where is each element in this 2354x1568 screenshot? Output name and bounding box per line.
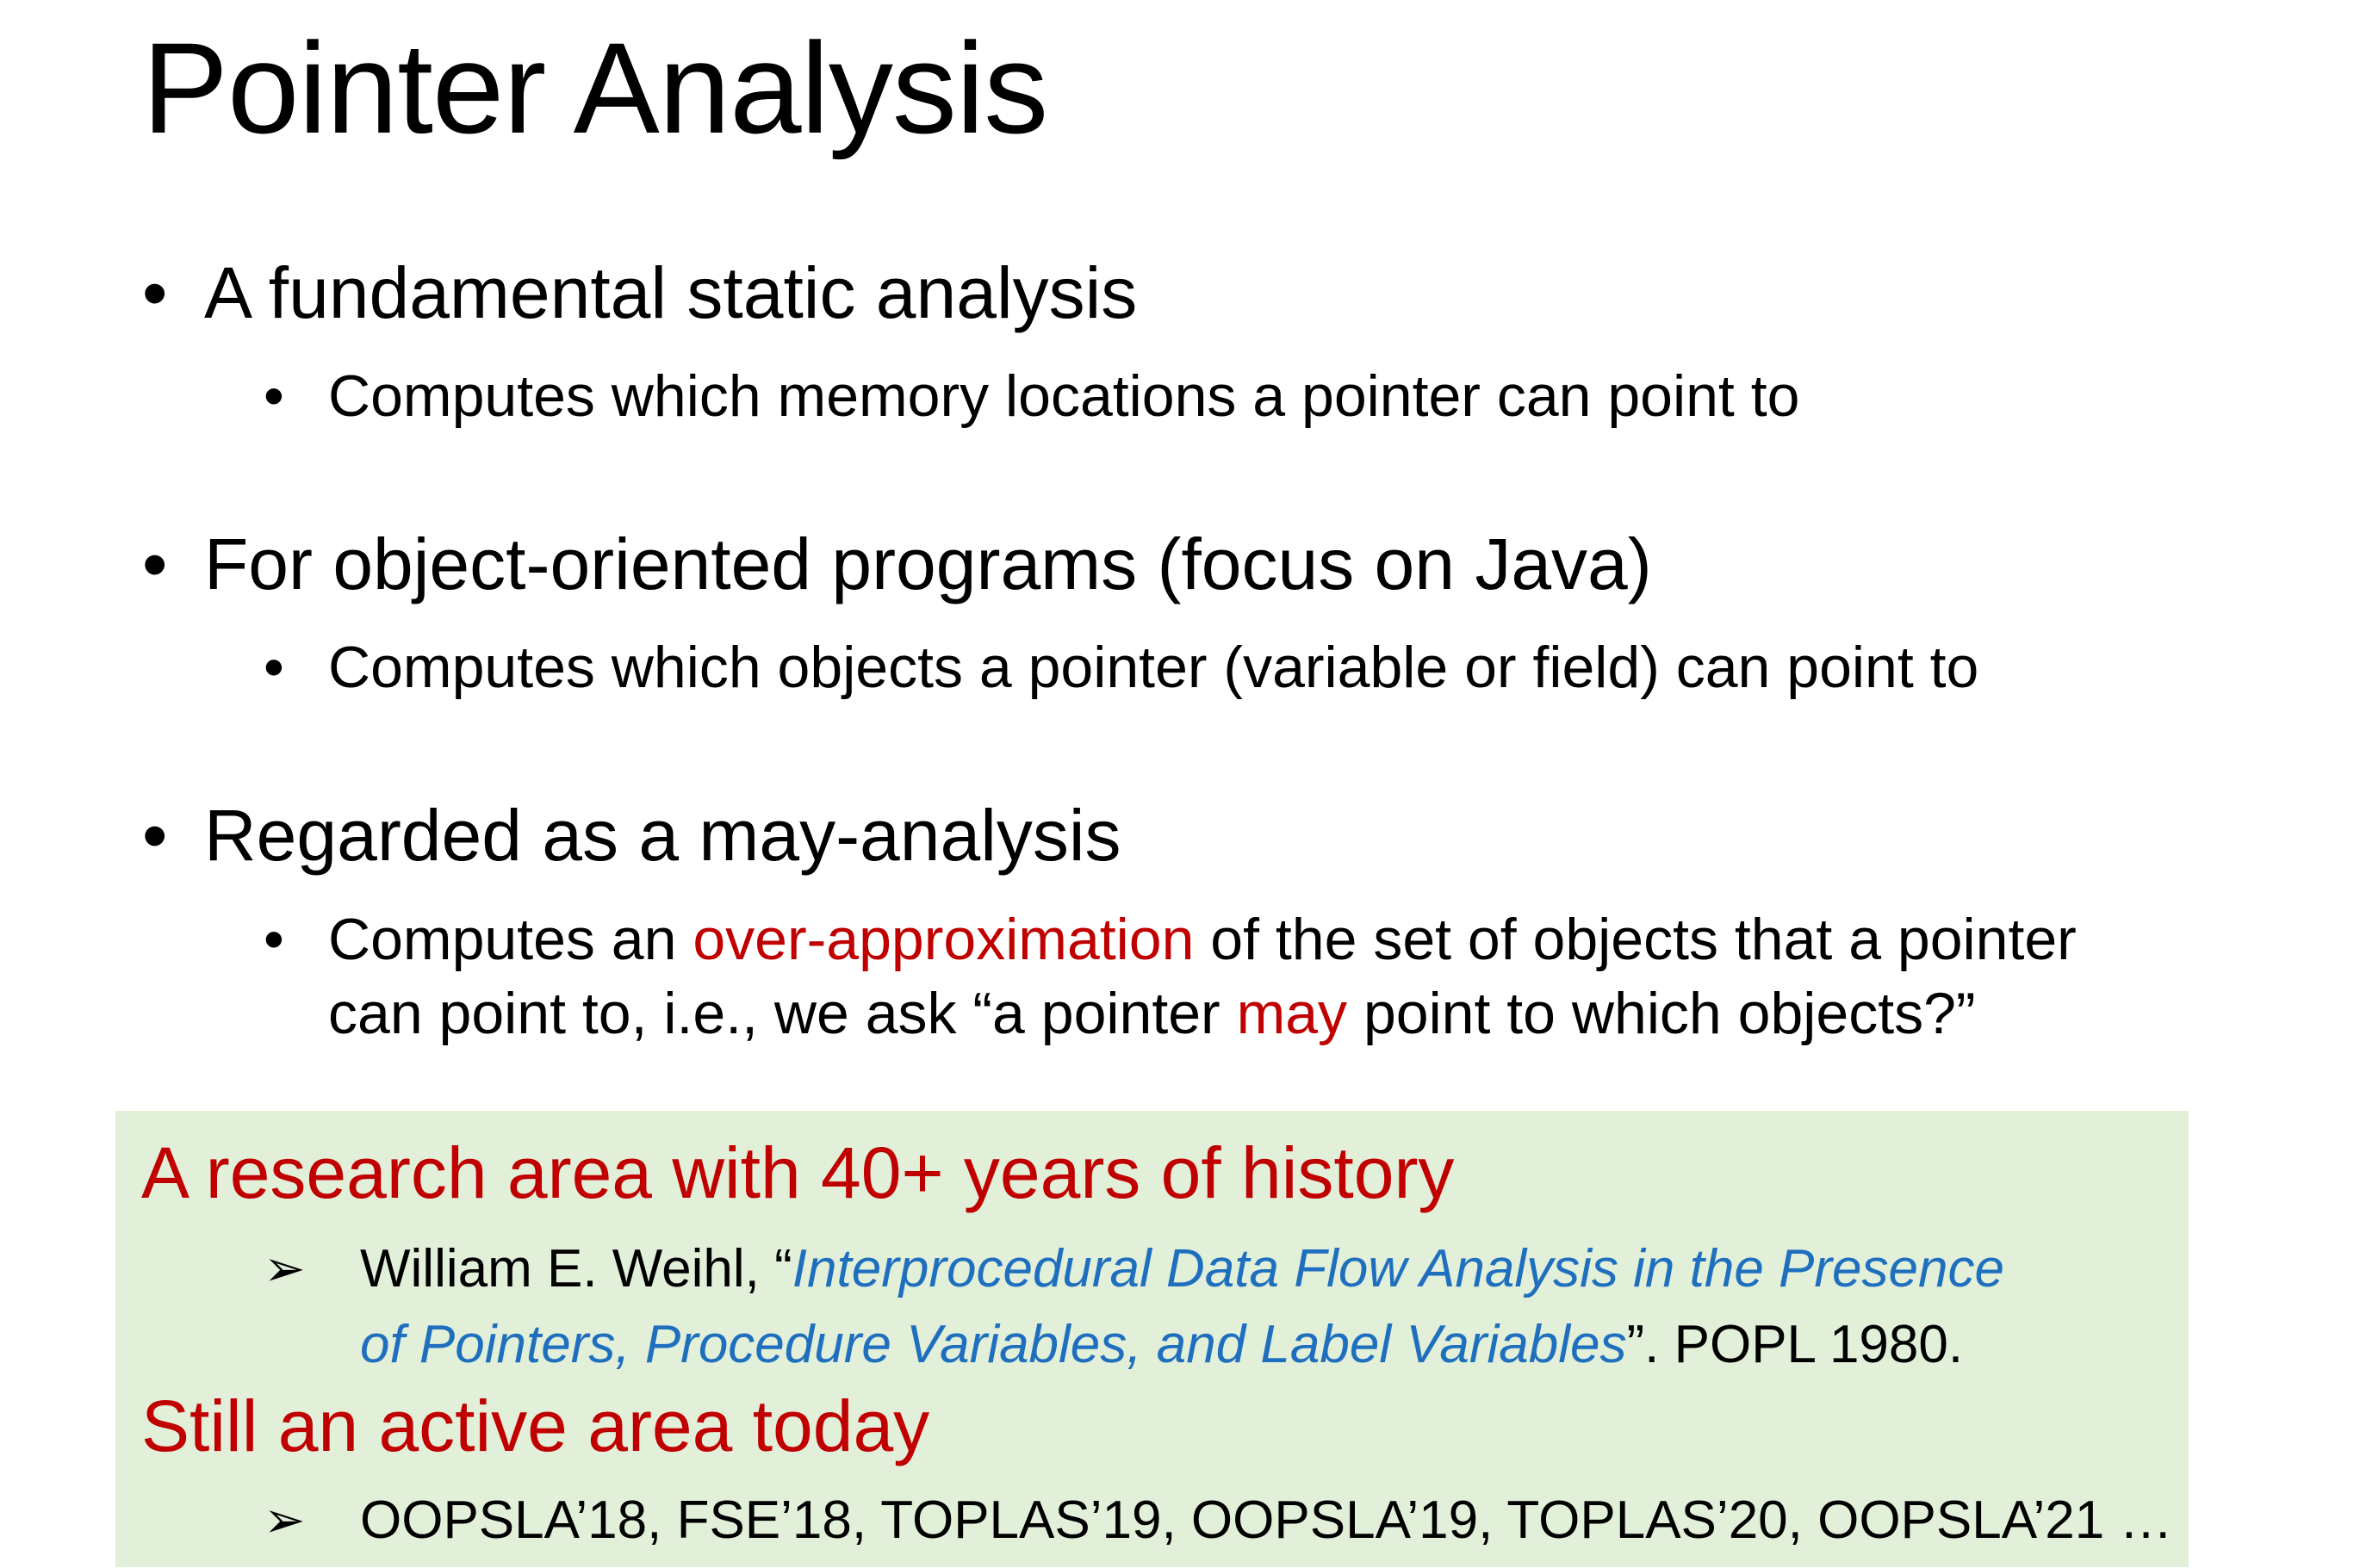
panel-heading-history: A research area with 40+ years of histor… xyxy=(141,1132,1455,1213)
bullet-dot: • xyxy=(142,524,168,604)
arrow-bullet-icon: ➢ xyxy=(264,1492,306,1548)
bullet-dot: • xyxy=(142,795,168,876)
bullet-dot: • xyxy=(264,907,284,972)
history-panel: A research area with 40+ years of histor… xyxy=(115,1111,2189,1567)
subbullet-over-approximation: • Computes an over-approximation of the … xyxy=(264,902,2077,1050)
reference-title-line1: Interprocedural Data Flow Analysis in th… xyxy=(792,1239,2004,1298)
bullet-fundamental-analysis: • A fundamental static analysis xyxy=(142,250,1137,337)
reference-suffix: ”. POPL 1980. xyxy=(1626,1315,1964,1374)
arrow-bullet-icon: ➢ xyxy=(264,1241,306,1297)
subbullet-text: Computes which objects a pointer (variab… xyxy=(328,635,1979,700)
reference-author: William E. Weihl, “ xyxy=(360,1239,792,1298)
bullet-may-analysis: • Regarded as a may-analysis xyxy=(142,792,1121,879)
bullet-dot: • xyxy=(264,363,284,429)
text-run: Computes an xyxy=(328,907,693,972)
panel-heading-active: Still an active area today xyxy=(141,1385,930,1466)
reference-weihl: ➢ William E. Weihl, “Interprocedural Dat… xyxy=(264,1231,2004,1383)
subbullet-text: Computes which memory locations a pointe… xyxy=(328,363,1800,429)
highlight-over-approximation: over-approximation xyxy=(693,907,1195,972)
bullet-dot: • xyxy=(142,252,168,333)
text-run: point to which objects?” xyxy=(1347,981,1976,1046)
bullet-object-oriented: • For object-oriented programs (focus on… xyxy=(142,521,1652,608)
subbullet-text: Computes an over-approximation of the se… xyxy=(328,902,2077,1050)
slide-title: Pointer Analysis xyxy=(142,15,1048,160)
text-run: of the set of objects that a pointer xyxy=(1194,907,2077,972)
subbullet-memory-locations: • Computes which memory locations a poin… xyxy=(264,359,1799,433)
highlight-may: may xyxy=(1236,981,1348,1046)
bullet-text: A fundamental static analysis xyxy=(204,252,1138,333)
text-run: can point to, i.e., we ask “a pointer xyxy=(328,981,1237,1046)
subbullet-objects: • Computes which objects a pointer (vari… xyxy=(264,630,1978,704)
bullet-dot: • xyxy=(264,635,284,700)
reference-text: William E. Weihl, “Interprocedural Data … xyxy=(360,1231,2004,1383)
venues-list: ➢ OOPSLA’18, FSE’18, TOPLAS’19, OOPSLA’1… xyxy=(264,1483,2172,1559)
bullet-text: For object-oriented programs (focus on J… xyxy=(204,524,1652,604)
reference-title-line2: of Pointers, Procedure Variables, and La… xyxy=(360,1315,1627,1374)
bullet-text: Regarded as a may-analysis xyxy=(204,795,1121,876)
venues-text: OOPSLA’18, FSE’18, TOPLAS’19, OOPSLA’19,… xyxy=(360,1491,2173,1550)
